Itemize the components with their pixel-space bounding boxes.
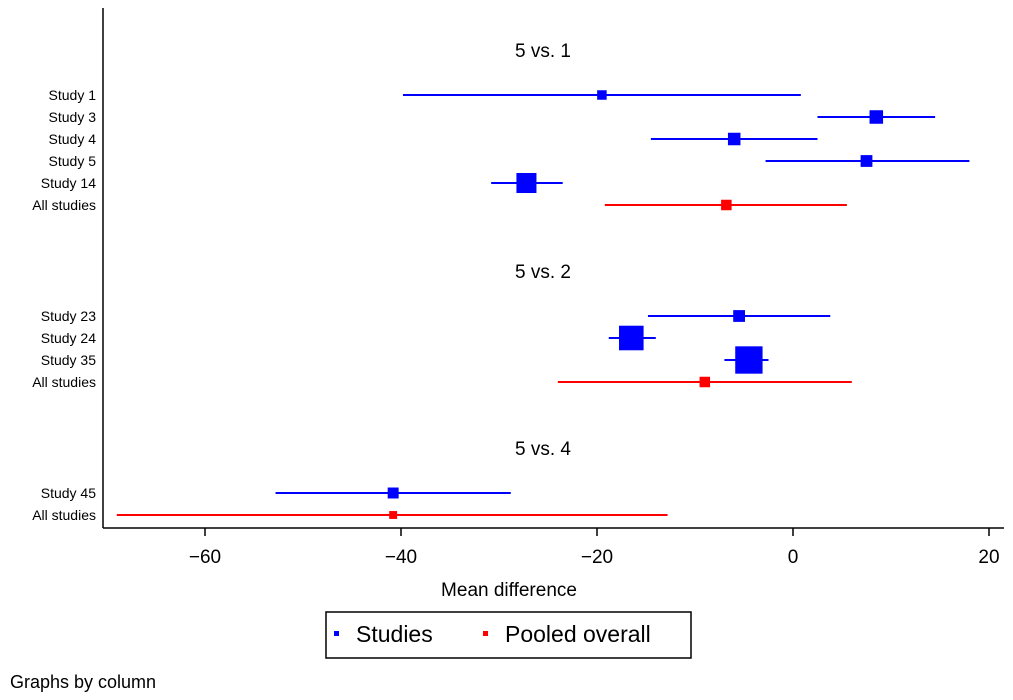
row-label: All studies [32, 197, 96, 213]
legend: Studies Pooled overall [325, 611, 692, 659]
pooled-estimate-marker [699, 376, 711, 388]
panel-1: 5 vs. 1 Study 1 Study 3 Study 4 Study 5 Study… [32, 41, 970, 213]
panel-title: 5 vs. 2 [515, 262, 571, 283]
x-axis-label: Mean difference [441, 580, 577, 601]
x-tick-label: −60 [189, 547, 221, 568]
pooled-estimate-marker [389, 511, 398, 519]
study-estimate-marker [516, 172, 537, 194]
legend-label-studies: Studies [356, 621, 433, 647]
row-label: Study 23 [41, 308, 96, 324]
study-estimate-marker [597, 90, 607, 100]
row-label: Study 35 [41, 352, 96, 368]
panel-2: 5 vs. 2 Study 23 Study 24 Study 35 All studi… [32, 262, 852, 390]
study-estimate-marker [727, 132, 741, 146]
x-tick-label: −20 [581, 547, 613, 568]
row-label: Study 45 [41, 485, 96, 501]
study-estimate-marker [387, 487, 399, 499]
row-label: Study 24 [41, 330, 96, 346]
x-tick-label: 20 [978, 547, 999, 568]
study-estimate-marker [869, 110, 884, 124]
graphs-by-note: Graphs by column [10, 672, 157, 692]
row-label: Study 4 [49, 131, 97, 147]
row-label: Study 1 [49, 87, 97, 103]
forest-plot: −60 −40 −20 0 20 Mean difference 5 vs. 1 Stud… [32, 8, 1004, 659]
row-label: Study 5 [49, 153, 97, 169]
study-estimate-marker [860, 155, 873, 167]
legend-box [325, 611, 692, 659]
study-estimate-marker [733, 310, 745, 322]
row-label: All studies [32, 507, 96, 523]
study-estimate-marker [735, 346, 763, 374]
legend-label-pooled: Pooled overall [505, 621, 651, 647]
study-estimate-marker [619, 325, 644, 351]
row-label: Study 3 [49, 109, 97, 125]
forest-panels: 5 vs. 1 Study 1 Study 3 Study 4 Study 5 Study… [32, 41, 970, 523]
panel-title: 5 vs. 4 [515, 439, 571, 460]
legend-marker-pooled [483, 631, 488, 636]
x-tick-label: −40 [385, 547, 417, 568]
panel-title: 5 vs. 1 [515, 41, 571, 62]
legend-marker-studies [334, 631, 339, 636]
row-label: All studies [32, 374, 96, 390]
row-label: Study 14 [41, 175, 96, 191]
pooled-estimate-marker [721, 199, 732, 211]
panel-3: 5 vs. 4 Study 45 All studies [32, 439, 668, 523]
x-tick-label: 0 [788, 547, 799, 568]
x-axis-ticks: −60 −40 −20 0 20 [189, 528, 1000, 568]
